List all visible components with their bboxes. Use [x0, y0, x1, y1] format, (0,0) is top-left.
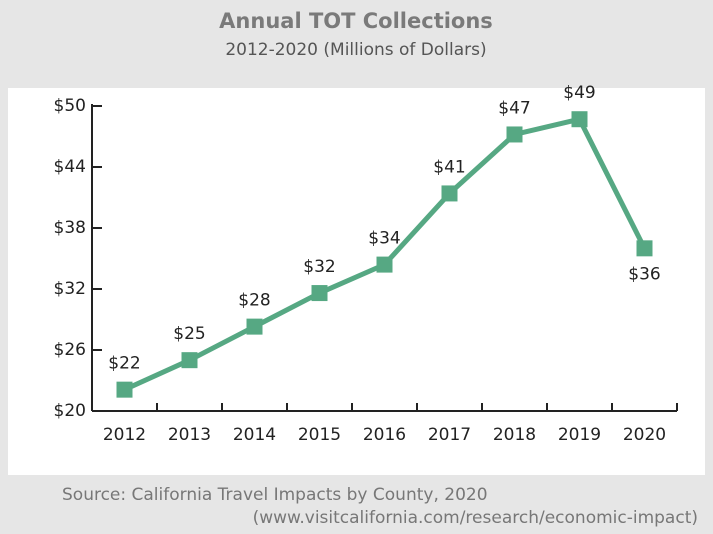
- x-tick-label: 2018: [493, 425, 536, 445]
- x-tick-label: 2016: [363, 425, 406, 445]
- x-tick-label: 2014: [233, 425, 276, 445]
- point-marker: [636, 240, 653, 257]
- data-label: $34: [368, 229, 400, 249]
- x-tick-label: 2012: [103, 425, 146, 445]
- x-tick-label: 2019: [558, 425, 601, 445]
- chart-title: Annual TOT Collections: [219, 9, 493, 33]
- source: Source: California Travel Impacts by Cou…: [62, 485, 488, 505]
- point-marker: [441, 185, 458, 202]
- data-label: $49: [563, 83, 595, 103]
- y-tick-label: $44: [54, 157, 86, 177]
- source: (www.visitcalifornia.com/research/econom…: [253, 508, 698, 528]
- y-tick-label: $50: [54, 96, 86, 116]
- point-marker: [571, 111, 588, 128]
- y-tick-label: $32: [54, 279, 86, 299]
- x-tick-label: 2020: [623, 425, 666, 445]
- point-marker: [246, 318, 263, 335]
- data-label: $25: [173, 324, 205, 344]
- point-marker: [376, 256, 393, 273]
- x-tick-label: 2013: [168, 425, 211, 445]
- data-label: $41: [433, 157, 465, 177]
- y-tick-label: $20: [54, 401, 86, 421]
- x-tick-label: 2015: [298, 425, 341, 445]
- data-label: $28: [238, 291, 270, 311]
- y-tick-label: $38: [54, 218, 86, 238]
- x-tick-label: 2017: [428, 425, 471, 445]
- point-marker: [116, 381, 133, 398]
- data-label: $47: [498, 98, 530, 118]
- y-tick-label: $26: [54, 340, 86, 360]
- point-marker: [506, 126, 523, 143]
- data-label: $22: [108, 354, 140, 374]
- data-label: $32: [303, 257, 335, 277]
- point-marker: [311, 285, 328, 302]
- plot-panel: [8, 88, 705, 475]
- point-marker: [181, 352, 198, 369]
- chart-subtitle: 2012-2020 (Millions of Dollars): [225, 40, 486, 60]
- data-label: $36: [628, 264, 660, 284]
